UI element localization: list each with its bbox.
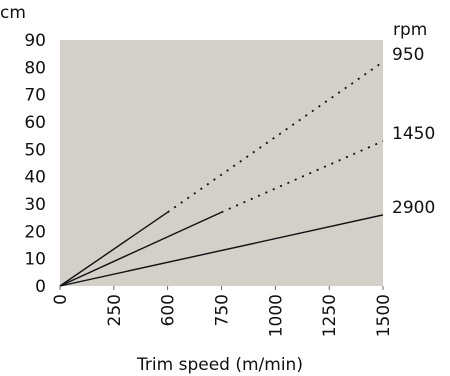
x-axis-ticks: 0 250 600 750 1000 1250 1500 xyxy=(51,286,394,337)
y-tick-label: 40 xyxy=(24,168,46,188)
series-line-solid xyxy=(59,211,222,287)
x-tick-label: 1250 xyxy=(320,294,340,337)
plot-area xyxy=(60,40,383,286)
y-tick-label: 60 xyxy=(24,113,46,133)
series-line-solid xyxy=(59,214,384,287)
x-tick-label: 0 xyxy=(51,294,71,305)
y-axis-ticks: 0 10 20 30 40 50 60 70 80 90 xyxy=(24,31,46,297)
x-tick-label: 600 xyxy=(159,294,179,326)
y-tick-label: 70 xyxy=(24,86,46,106)
x-tick-label: 1000 xyxy=(266,294,286,337)
x-axis-label: Trim speed (m/min) xyxy=(136,355,303,375)
rpm-axis-label: rpm xyxy=(393,20,427,40)
x-tick-label: 250 xyxy=(105,294,125,326)
y-tick-label: 20 xyxy=(24,222,46,242)
y-axis-unit-label: cm xyxy=(0,3,26,23)
y-tick-label: 90 xyxy=(24,31,46,51)
y-tick-label: 80 xyxy=(24,58,46,78)
y-tick-label: 50 xyxy=(24,140,46,160)
y-tick-label: 10 xyxy=(24,250,46,270)
series-line-dotted xyxy=(221,140,384,214)
series-label: 950 xyxy=(392,45,424,65)
x-tick-label: 1500 xyxy=(374,294,394,337)
x-tick-label: 750 xyxy=(213,294,233,326)
series-lines xyxy=(59,61,384,287)
y-tick-label: 30 xyxy=(24,195,46,215)
y-tick-label: 0 xyxy=(35,277,46,297)
series-label: 2900 xyxy=(392,198,435,218)
series-label: 1450 xyxy=(392,124,435,144)
series-line-solid xyxy=(59,211,169,287)
series-labels: 950 1450 2900 xyxy=(392,45,435,218)
